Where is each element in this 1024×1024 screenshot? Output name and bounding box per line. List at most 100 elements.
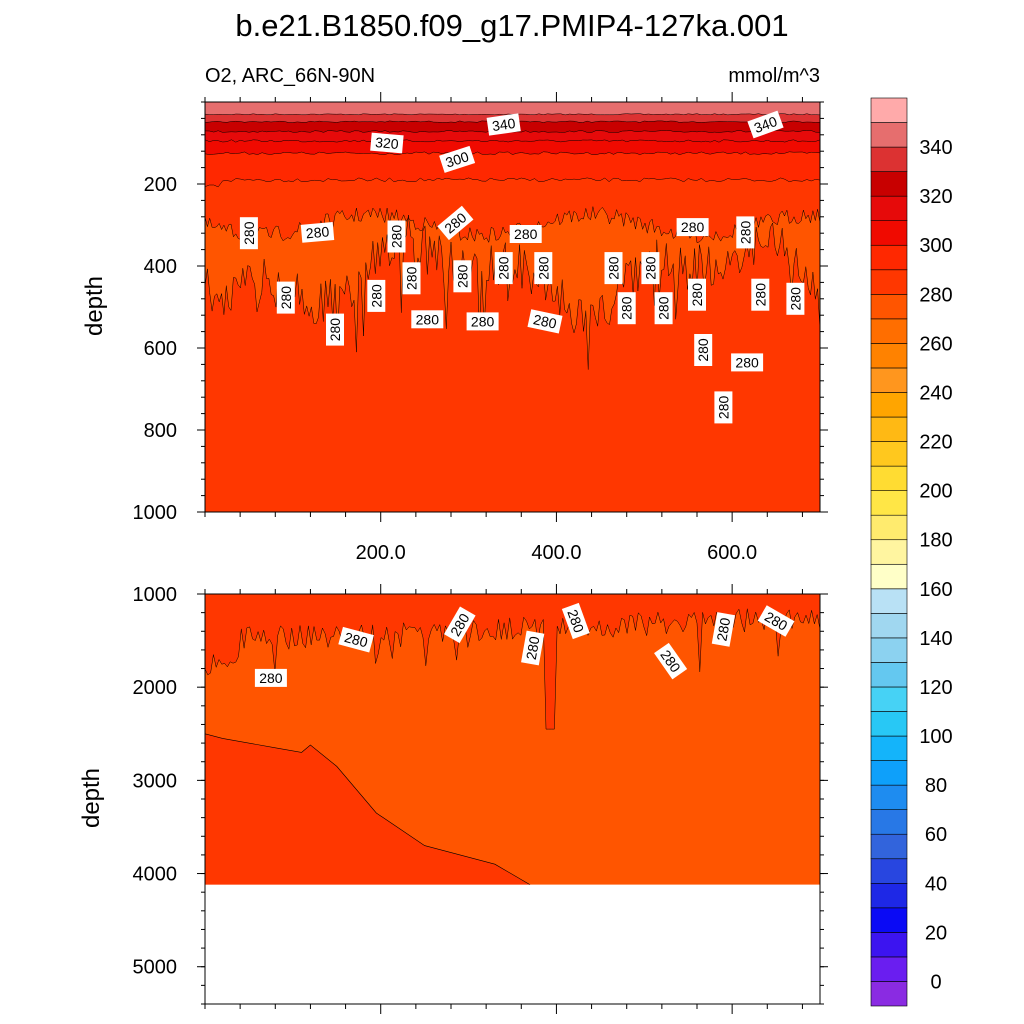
colorbar-label: 80 [925, 775, 947, 797]
colorbar-label: 260 [919, 333, 952, 355]
contour-label-text: 280 [564, 607, 587, 635]
colorbar-label: 200 [919, 481, 952, 503]
contour-label-box [444, 606, 476, 644]
contour-label: 280 [688, 278, 706, 311]
contour-label: 280 [751, 278, 770, 311]
contour-label: 280 [300, 222, 335, 243]
contour-label-box [254, 668, 287, 687]
contour-label-box [711, 612, 736, 647]
colorbar-label: 180 [919, 530, 952, 552]
contour-label-box [694, 334, 713, 366]
colorbar-box [870, 882, 908, 909]
y-tick-label: 600 [144, 338, 177, 360]
colorbar-box [870, 637, 908, 663]
contour-label-text: 280 [241, 221, 257, 245]
contour-label: 280 [714, 391, 733, 424]
contour-label: 280 [466, 312, 499, 331]
colorbar-box [870, 269, 908, 295]
contour-label-box [486, 113, 521, 136]
contour-label-box [617, 292, 636, 325]
upper-band-340 [205, 102, 820, 115]
colorbar-label: 60 [925, 824, 947, 846]
colorbar-box [870, 735, 908, 761]
colorbar-label: 340 [919, 137, 952, 159]
contour-label-text: 280 [535, 256, 551, 280]
colorbar-box [870, 97, 908, 123]
upper-contour-fill [205, 102, 820, 512]
colorbar-box [870, 294, 908, 320]
colorbar-box [870, 171, 908, 197]
contour-label-text: 280 [404, 266, 420, 290]
upper-contour-line [205, 177, 820, 188]
contour-label: 280 [326, 313, 344, 346]
colorbar-box [870, 981, 908, 1007]
colorbar-box [870, 367, 908, 393]
lower-contour-fill [205, 594, 820, 1004]
contour-label-box [402, 262, 421, 295]
contour-label-text: 280 [389, 225, 405, 249]
colorbar-label: 100 [919, 726, 952, 748]
contour-label: 280 [338, 626, 374, 653]
contour-label-box [676, 218, 709, 237]
contour-label-text: 280 [368, 284, 384, 308]
y-tick-label: 800 [144, 420, 177, 442]
contour-label-box [411, 310, 444, 329]
contour-label-text: 280 [642, 256, 658, 280]
contour-label-text: 280 [454, 264, 470, 288]
contour-label: 280 [453, 260, 472, 293]
contour-label-box [521, 630, 545, 666]
chart-subtitle: O2, ARC_66N-90N [205, 65, 375, 87]
colorbar-label: 40 [925, 873, 947, 895]
contour-label-box [561, 602, 590, 640]
contour-label-text: 280 [471, 313, 495, 329]
contour-label-text: 280 [787, 287, 803, 311]
contour-label: 280 [387, 220, 406, 253]
contour-label: 280 [534, 252, 553, 285]
colorbar-box [870, 932, 908, 958]
contour-label: 280 [276, 281, 295, 314]
upper-band-290 [205, 151, 820, 187]
colorbar-box [870, 122, 908, 148]
contour-label-box [439, 145, 476, 173]
lower-ylabel: depth [78, 768, 105, 828]
contour-label-text: 280 [715, 396, 731, 420]
contour-label: 280 [527, 309, 563, 334]
colorbar-box [870, 760, 908, 786]
contour-label-box [736, 216, 755, 249]
contour-label: 280 [617, 292, 636, 325]
colorbar-label: 280 [919, 284, 952, 306]
contour-label-box [338, 626, 374, 653]
colorbar-box [870, 809, 908, 835]
colorbar: 0 20 40 60 80 100 120 140 160 180 200 220 240 260 280 3… [870, 97, 953, 1007]
contour-label-box [370, 132, 404, 154]
contour-label: 280 [786, 282, 805, 315]
contour-label-box [757, 605, 795, 637]
y-tick-label: 400 [144, 256, 177, 278]
contour-label-text: 280 [689, 283, 705, 307]
contour-label-box [466, 312, 499, 331]
contour-label-box [747, 110, 784, 139]
contour-label: 280 [694, 334, 713, 366]
contour-label-text: 280 [523, 635, 543, 661]
colorbar-label: 140 [919, 628, 952, 650]
contour-label: 280 [641, 252, 660, 285]
lower-contour-line [205, 733, 531, 885]
contour-label-box [786, 282, 805, 315]
upper-axis-ticks: 200 400 600 800 1000 200.0 400.0 600.0 [133, 92, 828, 564]
contour-label-box [731, 353, 764, 372]
colorbar-label: 0 [930, 972, 941, 994]
upper-contour-line [205, 139, 820, 143]
colorbar-box [870, 858, 908, 884]
colorbar-label: 300 [919, 235, 952, 257]
contour-label-box [494, 252, 513, 285]
contour-label-box [276, 281, 295, 314]
contour-label-box [527, 309, 563, 334]
contour-label-box [751, 278, 770, 311]
colorbar-box [870, 662, 908, 688]
colorbar-box [870, 784, 908, 810]
chart-title: b.e21.B1850.f09_g17.PMIP4-127ka.001 [235, 8, 788, 43]
contour-label-text: 280 [713, 616, 733, 642]
colorbar-box [870, 686, 908, 712]
